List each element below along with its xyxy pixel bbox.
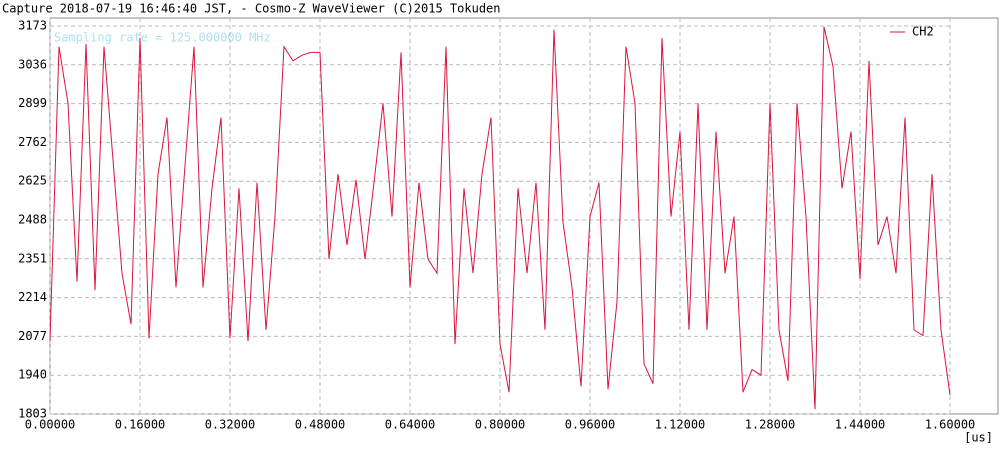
y-tick-label: 2077 <box>18 329 47 343</box>
y-tick-label: 2214 <box>18 290 47 304</box>
x-tick-label: 0.16000 <box>115 418 166 432</box>
legend-label: CH2 <box>912 25 934 39</box>
y-tick-label: 3173 <box>18 19 47 33</box>
y-tick-label: 1940 <box>18 368 47 382</box>
y-tick-label: 3036 <box>18 57 47 71</box>
y-tick-label: 1803 <box>18 407 47 421</box>
x-tick-label: 1.12000 <box>655 418 706 432</box>
y-tick-label: 2899 <box>18 96 47 110</box>
chart-title: Capture 2018-07-19 16:46:40 JST, - Cosmo… <box>2 2 501 16</box>
x-tick-label: 0.32000 <box>205 418 256 432</box>
x-axis-label: [us] <box>964 431 993 445</box>
x-tick-label: 1.28000 <box>745 418 796 432</box>
x-tick-label: 0.48000 <box>295 418 346 432</box>
x-tick-label: 1.60000 <box>925 418 976 432</box>
x-tick-label: 0.96000 <box>565 418 616 432</box>
x-tick-label: 0.00000 <box>25 418 76 432</box>
y-tick-label: 2625 <box>18 174 47 188</box>
x-tick-label: 1.44000 <box>835 418 886 432</box>
y-tick-label: 2351 <box>18 251 47 265</box>
data-line <box>49 26 951 410</box>
x-tick-label: 0.80000 <box>475 418 526 432</box>
x-tick-label: 0.64000 <box>385 418 436 432</box>
annotation: Sampling rate = 125.000000 MHz <box>54 31 271 45</box>
y-tick-label: 2762 <box>18 135 47 149</box>
y-tick-label: 2488 <box>18 213 47 227</box>
